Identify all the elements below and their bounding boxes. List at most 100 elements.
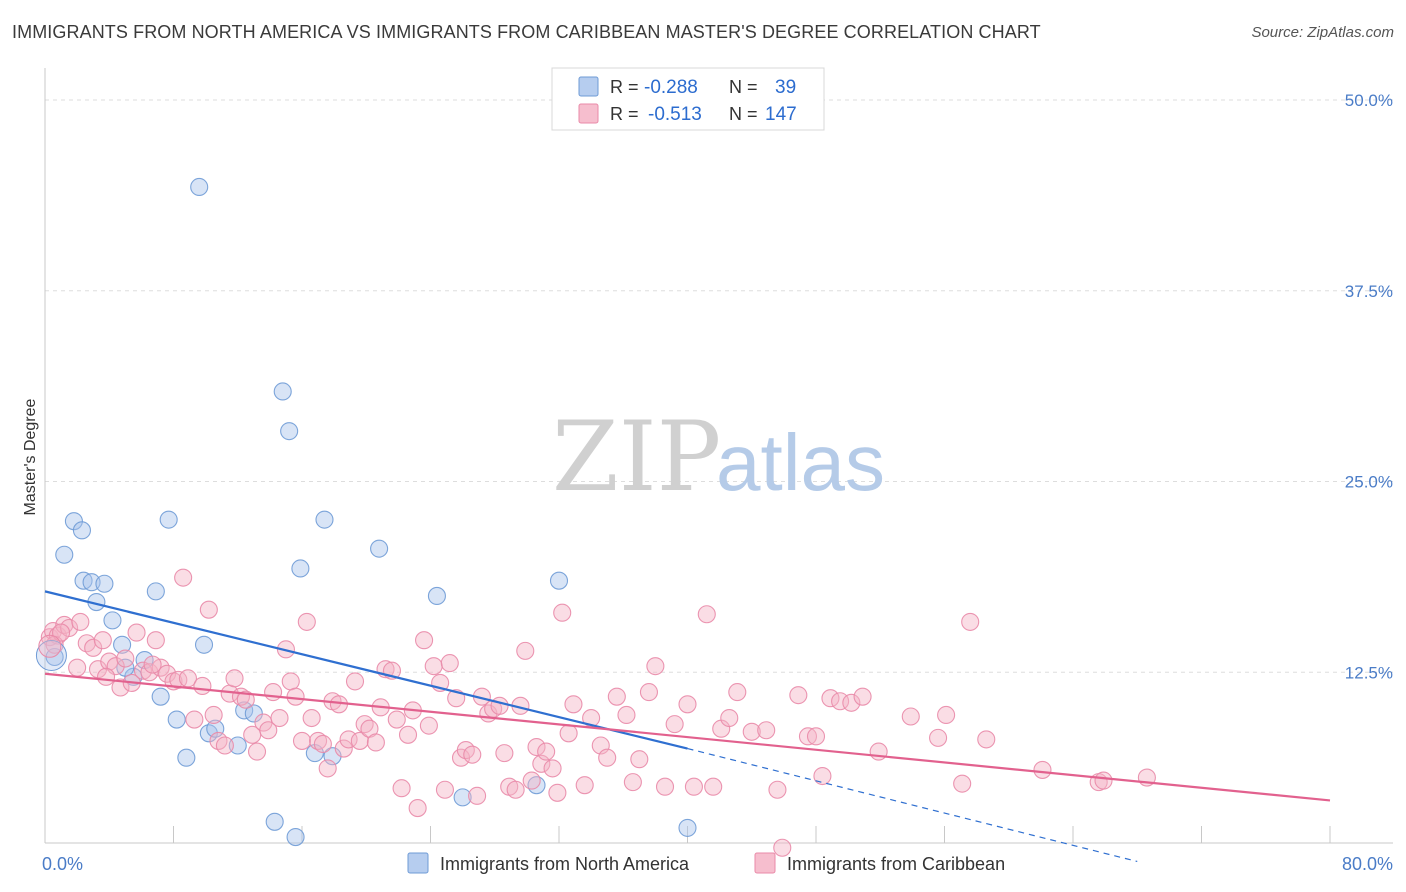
point-caribbean-122 xyxy=(813,766,832,786)
legend-r-label-north-america: R = xyxy=(610,77,639,97)
point-caribbean-48 xyxy=(313,734,332,754)
point-caribbean-28 xyxy=(204,705,223,725)
point-caribbean-81 xyxy=(490,696,509,715)
point-north-america-36 xyxy=(678,818,697,837)
point-caribbean-29 xyxy=(209,731,228,750)
point-caribbean-114 xyxy=(728,683,747,702)
point-caribbean-136 xyxy=(1094,771,1113,790)
y-tick-label-3: 50.0% xyxy=(1345,91,1393,110)
point-caribbean-20 xyxy=(158,664,177,683)
point-caribbean-63 xyxy=(392,779,411,798)
x-tick-labels: 0.0% 80.0% xyxy=(42,854,1393,874)
point-north-america-26 xyxy=(286,828,305,847)
point-caribbean-142 xyxy=(143,655,162,674)
point-caribbean-124 xyxy=(831,692,850,711)
point-north-america-23 xyxy=(265,812,284,831)
point-caribbean-86 xyxy=(516,641,535,660)
axes xyxy=(44,68,1393,844)
point-caribbean-67 xyxy=(415,631,434,650)
point-north-america-13 xyxy=(159,510,178,529)
point-caribbean-121 xyxy=(806,727,826,746)
point-north-america-29 xyxy=(315,510,334,529)
point-caribbean-92 xyxy=(548,783,567,802)
correlation-legend: R = -0.288 N = 39 R = -0.513 N = 147 xyxy=(551,67,825,131)
y-axis-label: Master's Degree xyxy=(22,398,39,515)
point-caribbean-62 xyxy=(387,710,406,729)
point-north-america-33 xyxy=(453,788,472,807)
point-north-america-11 xyxy=(146,582,165,601)
point-caribbean-119 xyxy=(789,686,808,705)
point-caribbean-7 xyxy=(84,638,103,657)
point-caribbean-25 xyxy=(185,710,204,729)
point-caribbean-69 xyxy=(424,657,443,676)
point-north-america-cluster xyxy=(35,639,67,671)
point-north-america-35 xyxy=(549,571,569,590)
point-caribbean-87 xyxy=(522,771,541,790)
point-caribbean-12 xyxy=(111,678,130,697)
point-caribbean-43 xyxy=(286,687,305,706)
point-caribbean-40 xyxy=(270,708,289,728)
point-caribbean-30 xyxy=(215,736,234,755)
point-north-america-12 xyxy=(151,687,170,706)
legend-r-value-caribbean: -0.513 xyxy=(648,104,702,125)
point-caribbean-95 xyxy=(564,695,583,714)
point-caribbean-27 xyxy=(199,600,218,619)
legend-swatch-caribbean xyxy=(578,103,599,124)
point-caribbean-107 xyxy=(665,715,684,734)
y-tick-label-0: 12.5% xyxy=(1345,663,1393,682)
bottom-legend-label-caribbean: Immigrants from Caribbean xyxy=(787,854,1005,874)
point-north-america-31 xyxy=(370,539,389,558)
point-north-america-14 xyxy=(167,710,186,729)
point-caribbean-103 xyxy=(630,750,649,769)
x-tick-label-1: 80.0% xyxy=(1342,854,1393,874)
point-caribbean-113 xyxy=(720,708,739,728)
point-caribbean-106 xyxy=(655,777,675,796)
legend-n-value-caribbean: 147 xyxy=(765,104,797,125)
point-caribbean-104 xyxy=(639,683,659,702)
point-caribbean-55 xyxy=(350,731,369,750)
point-caribbean-108 xyxy=(678,695,697,714)
point-caribbean-58 xyxy=(366,733,385,752)
point-caribbean-129 xyxy=(929,728,948,747)
point-caribbean-134 xyxy=(1033,760,1052,779)
point-north-america-32 xyxy=(427,586,446,606)
point-caribbean-66 xyxy=(408,799,427,818)
point-north-america-18 xyxy=(199,724,218,743)
legend-n-label-caribbean: N = xyxy=(729,104,758,124)
series-legend: Immigrants from North America Immigrants… xyxy=(407,852,1005,874)
point-north-america-6 xyxy=(95,574,114,593)
point-caribbean-118 xyxy=(773,838,792,857)
point-caribbean-23 xyxy=(174,568,193,587)
point-north-america-20 xyxy=(228,736,247,755)
point-caribbean-52 xyxy=(334,739,353,758)
point-caribbean-53 xyxy=(339,730,358,749)
point-north-america-0 xyxy=(55,545,74,564)
point-north-america-22 xyxy=(244,704,263,723)
point-caribbean-44 xyxy=(292,731,312,750)
trend-line-north-america xyxy=(44,590,688,750)
point-caribbean-82 xyxy=(495,744,514,763)
trend-line-caribbean xyxy=(44,672,1331,802)
point-north-america-7 xyxy=(103,611,122,630)
point-caribbean-13 xyxy=(116,649,135,668)
point-caribbean-36 xyxy=(247,742,267,761)
point-caribbean-18 xyxy=(146,631,165,650)
chart-title: IMMIGRANTS FROM NORTH AMERICA VS IMMIGRA… xyxy=(12,22,1041,42)
point-caribbean-49 xyxy=(318,759,337,778)
point-caribbean-130 xyxy=(937,705,956,725)
legend-r-value-north-america: -0.288 xyxy=(644,77,698,98)
point-caribbean-102 xyxy=(623,773,642,792)
watermark-atlas: atlas xyxy=(716,418,885,507)
watermark-zip: ZIP xyxy=(552,401,721,513)
point-north-america-24 xyxy=(273,382,292,401)
legend-swatch-north-america xyxy=(578,76,599,97)
point-caribbean-64 xyxy=(398,725,418,744)
bottom-legend-swatch-north-america xyxy=(407,852,429,874)
watermark: ZIP atlas xyxy=(552,401,885,513)
point-north-america-16 xyxy=(190,177,209,197)
point-caribbean-76 xyxy=(463,745,482,764)
point-caribbean-84 xyxy=(506,780,525,799)
point-north-america-15 xyxy=(177,748,196,767)
point-caribbean-96 xyxy=(575,776,594,795)
